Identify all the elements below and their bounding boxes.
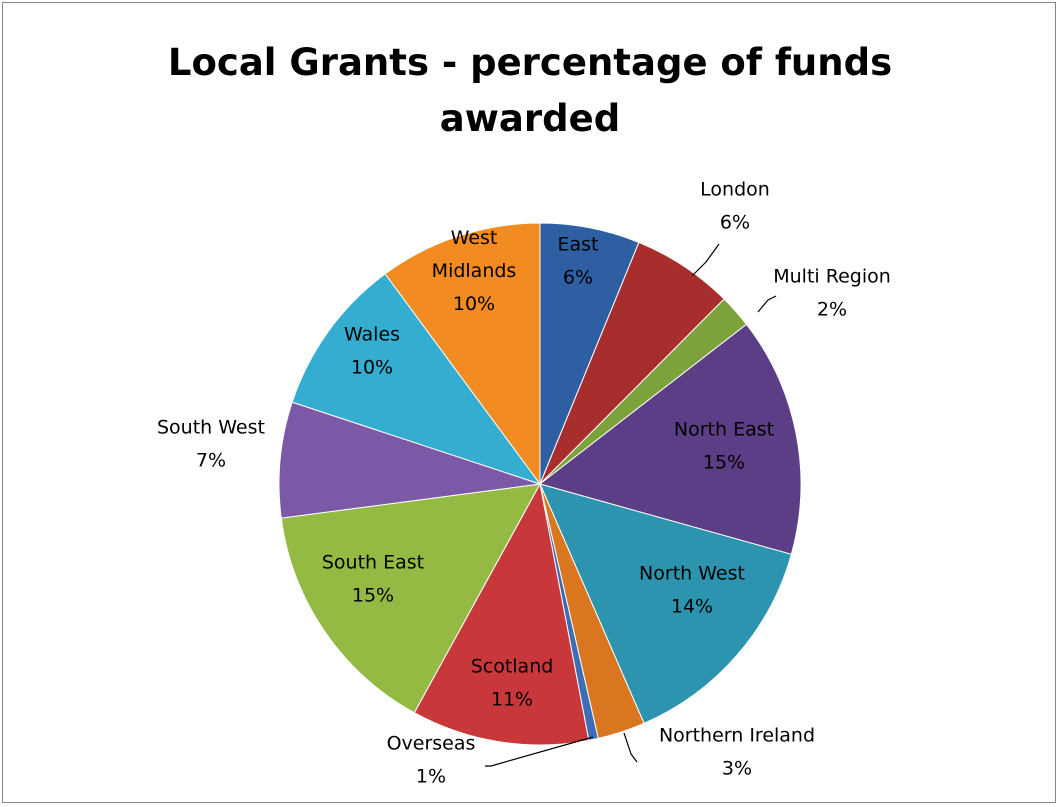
data-label-percent: 11% (491, 689, 533, 711)
pie-slice-wales (291, 273, 542, 485)
data-label-name: Wales (344, 324, 400, 346)
chart-title: Local Grants - percentage of funds award… (3, 35, 1057, 147)
pie-slices (278, 222, 802, 746)
data-label-percent: 14% (671, 596, 713, 618)
data-label-north-west: North West 14% (639, 563, 745, 618)
data-labels: East 6% London 6% Multi Region 2% North East 15… (157, 179, 891, 788)
data-label-london: London 6% (700, 179, 770, 234)
data-label-south-east: South East 15% (322, 552, 424, 607)
data-label-percent: 3% (722, 758, 752, 780)
data-label-name: Multi Region (773, 266, 891, 288)
data-label-name: West (451, 227, 498, 249)
data-label-west-midlands: West Midlands 10% (432, 227, 517, 315)
pie-slice-south-east (280, 483, 541, 714)
data-label-multi-region: Multi Region 2% (773, 266, 891, 321)
data-label-percent: 1% (416, 766, 446, 788)
data-label-name: South East (322, 552, 424, 574)
data-label-wales: Wales 10% (344, 324, 400, 379)
data-label-percent: 15% (703, 452, 745, 474)
data-label-name: North West (639, 563, 745, 585)
data-label-north-east: North East 15% (674, 419, 774, 474)
data-label-northern-ireland: Northern Ireland 3% (659, 725, 815, 780)
chart-title-line-1: Local Grants - percentage of funds (167, 41, 893, 84)
data-label-east: East 6% (558, 234, 599, 289)
leader-line-overseas (485, 736, 594, 767)
leader-lines (485, 243, 777, 767)
pie-slice-west-midlands (384, 222, 541, 486)
data-label-percent: 7% (196, 450, 226, 472)
data-label-name: Overseas (387, 733, 476, 755)
leader-line-multi-region (757, 295, 777, 313)
data-label-name: East (558, 234, 599, 256)
chart-title-line-2: awarded (439, 97, 621, 140)
data-label-percent: 15% (352, 585, 394, 607)
pie-slice-north-west (539, 483, 792, 725)
data-label-name: Northern Ireland (659, 725, 815, 747)
pie-slice-north-east (538, 323, 802, 555)
data-label-name: Scotland (471, 656, 554, 678)
data-label-scotland: Scotland 11% (471, 656, 554, 711)
data-label-name: South West (157, 417, 265, 439)
leader-line-northern-ireland (623, 732, 638, 763)
data-label-name: Midlands (432, 260, 517, 282)
data-label-name: North East (674, 419, 774, 441)
data-label-percent: 10% (351, 357, 393, 379)
pie-slice-south-west (278, 401, 541, 519)
data-label-percent: 6% (720, 212, 750, 234)
data-label-name: London (700, 179, 770, 201)
data-label-percent: 6% (563, 267, 593, 289)
leader-line-london (691, 243, 720, 277)
data-label-percent: 10% (453, 293, 495, 315)
data-label-percent: 2% (817, 299, 847, 321)
data-label-south-west: South West 7% (157, 417, 265, 472)
pie-slice-scotland (413, 482, 590, 746)
data-label-overseas: Overseas 1% (387, 733, 476, 788)
